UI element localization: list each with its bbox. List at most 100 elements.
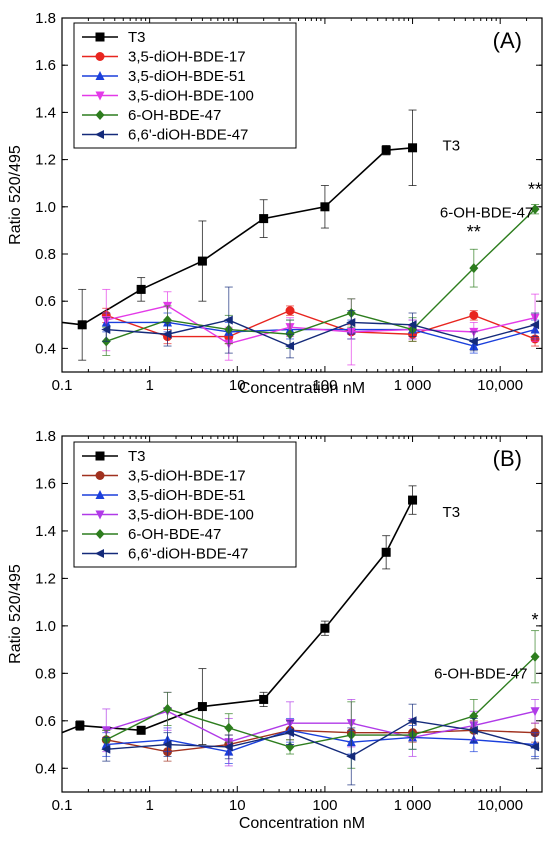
data-point	[163, 703, 173, 714]
y-tick-label: 1.0	[35, 199, 56, 216]
annotation: T3	[443, 137, 461, 154]
y-tick-label: 0.8	[35, 246, 56, 263]
data-point	[381, 145, 391, 155]
y-tick-label: 1.4	[35, 523, 56, 540]
series-line	[106, 305, 536, 345]
legend-label: 6,6'-diOH-BDE-47	[128, 546, 248, 563]
y-tick-label: 1.2	[35, 570, 56, 587]
y-tick-label: 1.6	[35, 57, 56, 74]
data-point	[101, 744, 111, 754]
legend-marker	[95, 451, 105, 461]
y-axis-label: Ratio 520/495	[7, 145, 24, 245]
data-point	[320, 202, 330, 212]
legend-label: 3,5-diOH-BDE-51	[128, 487, 246, 504]
chart-panel-b: 0.4 0.6 0.8 1.0 1.2 1.4 1.6 1.8 0.1 1 10 100 1 000 10…	[7, 428, 543, 832]
chart-panel-a: 0.4 0.6 0.8 1.0 1.2 1.4 1.6 1.8 0.1 1 10 100 1 000 10…	[7, 10, 543, 397]
legend-box	[73, 22, 297, 149]
data-point	[223, 742, 233, 752]
annotation: **	[528, 179, 542, 199]
data-point	[346, 317, 356, 327]
data-point	[197, 702, 207, 712]
x-tick-label: 1	[145, 797, 153, 814]
x-tick-label: 0.1	[52, 377, 73, 394]
data-point	[162, 329, 172, 339]
x-tick-label: 1 000	[394, 797, 432, 814]
legend-label: T3	[128, 29, 146, 46]
annotation: **	[467, 222, 481, 242]
legend-label: T3	[128, 448, 146, 465]
data-point	[259, 694, 269, 704]
series-line	[62, 147, 413, 326]
data-point	[530, 204, 540, 215]
x-tick-label: 1	[145, 377, 153, 394]
plot-frame	[61, 435, 543, 793]
legend: T3 3,5-diOH-BDE-17 3,5-diOH-BDE-51 3,5-diOH…	[73, 22, 297, 149]
data-point	[530, 651, 540, 662]
legend-marker	[95, 91, 105, 101]
y-tick-label: 0.4	[35, 760, 56, 777]
legend-label: 3,5-diOH-BDE-17	[128, 49, 246, 66]
legend-marker	[95, 71, 105, 80]
legend-marker	[95, 52, 105, 61]
data-point	[223, 315, 233, 325]
data-point	[408, 495, 418, 505]
data-point	[407, 716, 417, 726]
data-point	[285, 341, 295, 351]
x-tick-label: 100	[312, 377, 337, 394]
x-axis-label: Concentration nM	[239, 380, 365, 397]
y-axis-label: Ratio 520/495	[7, 564, 24, 664]
plot-frame	[61, 17, 543, 373]
data-point	[407, 320, 417, 330]
x-tick-label: 10,000	[477, 797, 523, 814]
legend-label: 3,5-diOH-BDE-51	[128, 68, 246, 85]
data-point	[469, 263, 479, 274]
legend: T3 3,5-diOH-BDE-17 3,5-diOH-BDE-51 3,5-diOH…	[73, 441, 297, 568]
data-point	[285, 306, 295, 316]
x-tick-label: 10	[229, 377, 246, 394]
y-tick-label: 0.6	[35, 713, 56, 730]
y-tick-label: 1.4	[35, 104, 56, 121]
x-tick-label: 1 000	[394, 377, 432, 394]
series-6,6'-diOH-BDE-47	[101, 703, 540, 786]
data-point	[468, 725, 478, 735]
legend-label: 3,5-diOH-BDE-17	[128, 468, 246, 485]
y-tick-label: 1.6	[35, 475, 56, 492]
annotation: 6-OH-BDE-47	[440, 205, 533, 222]
series-line	[106, 729, 536, 753]
series-line	[106, 319, 536, 347]
annotation: *	[532, 610, 539, 630]
x-axis-label: Concentration nM	[239, 815, 365, 832]
y-tick-label: 1.8	[35, 10, 56, 27]
data-point	[381, 547, 391, 557]
data-point	[136, 725, 146, 735]
data-point	[259, 214, 269, 224]
x-tick-label: 100	[312, 797, 337, 814]
data-point	[75, 721, 85, 731]
data-point	[285, 728, 295, 738]
series-line	[106, 208, 536, 342]
y-tick-label: 1.2	[35, 152, 56, 169]
x-tick-label: 10,000	[477, 377, 523, 394]
data-point	[101, 325, 111, 335]
panel-label: (B)	[493, 446, 522, 471]
legend-marker	[95, 510, 105, 520]
series-6,6'-diOH-BDE-47	[101, 286, 540, 359]
x-tick-label: 0.1	[52, 797, 73, 814]
legend-marker	[95, 471, 105, 480]
data-point	[162, 740, 172, 750]
series-line	[106, 729, 536, 753]
legend-label: 6,6'-diOH-BDE-47	[128, 127, 248, 144]
series-line	[106, 710, 536, 743]
data-point	[530, 320, 540, 330]
legend-marker	[95, 529, 105, 539]
legend-label: 3,5-diOH-BDE-100	[128, 88, 254, 105]
series-line	[106, 720, 536, 758]
x-tick-label: 10	[229, 797, 246, 814]
panel-label: (A)	[493, 28, 522, 53]
data-point	[469, 310, 479, 320]
y-tick-label: 0.8	[35, 665, 56, 682]
data-point	[408, 143, 418, 153]
legend-marker	[95, 490, 105, 499]
